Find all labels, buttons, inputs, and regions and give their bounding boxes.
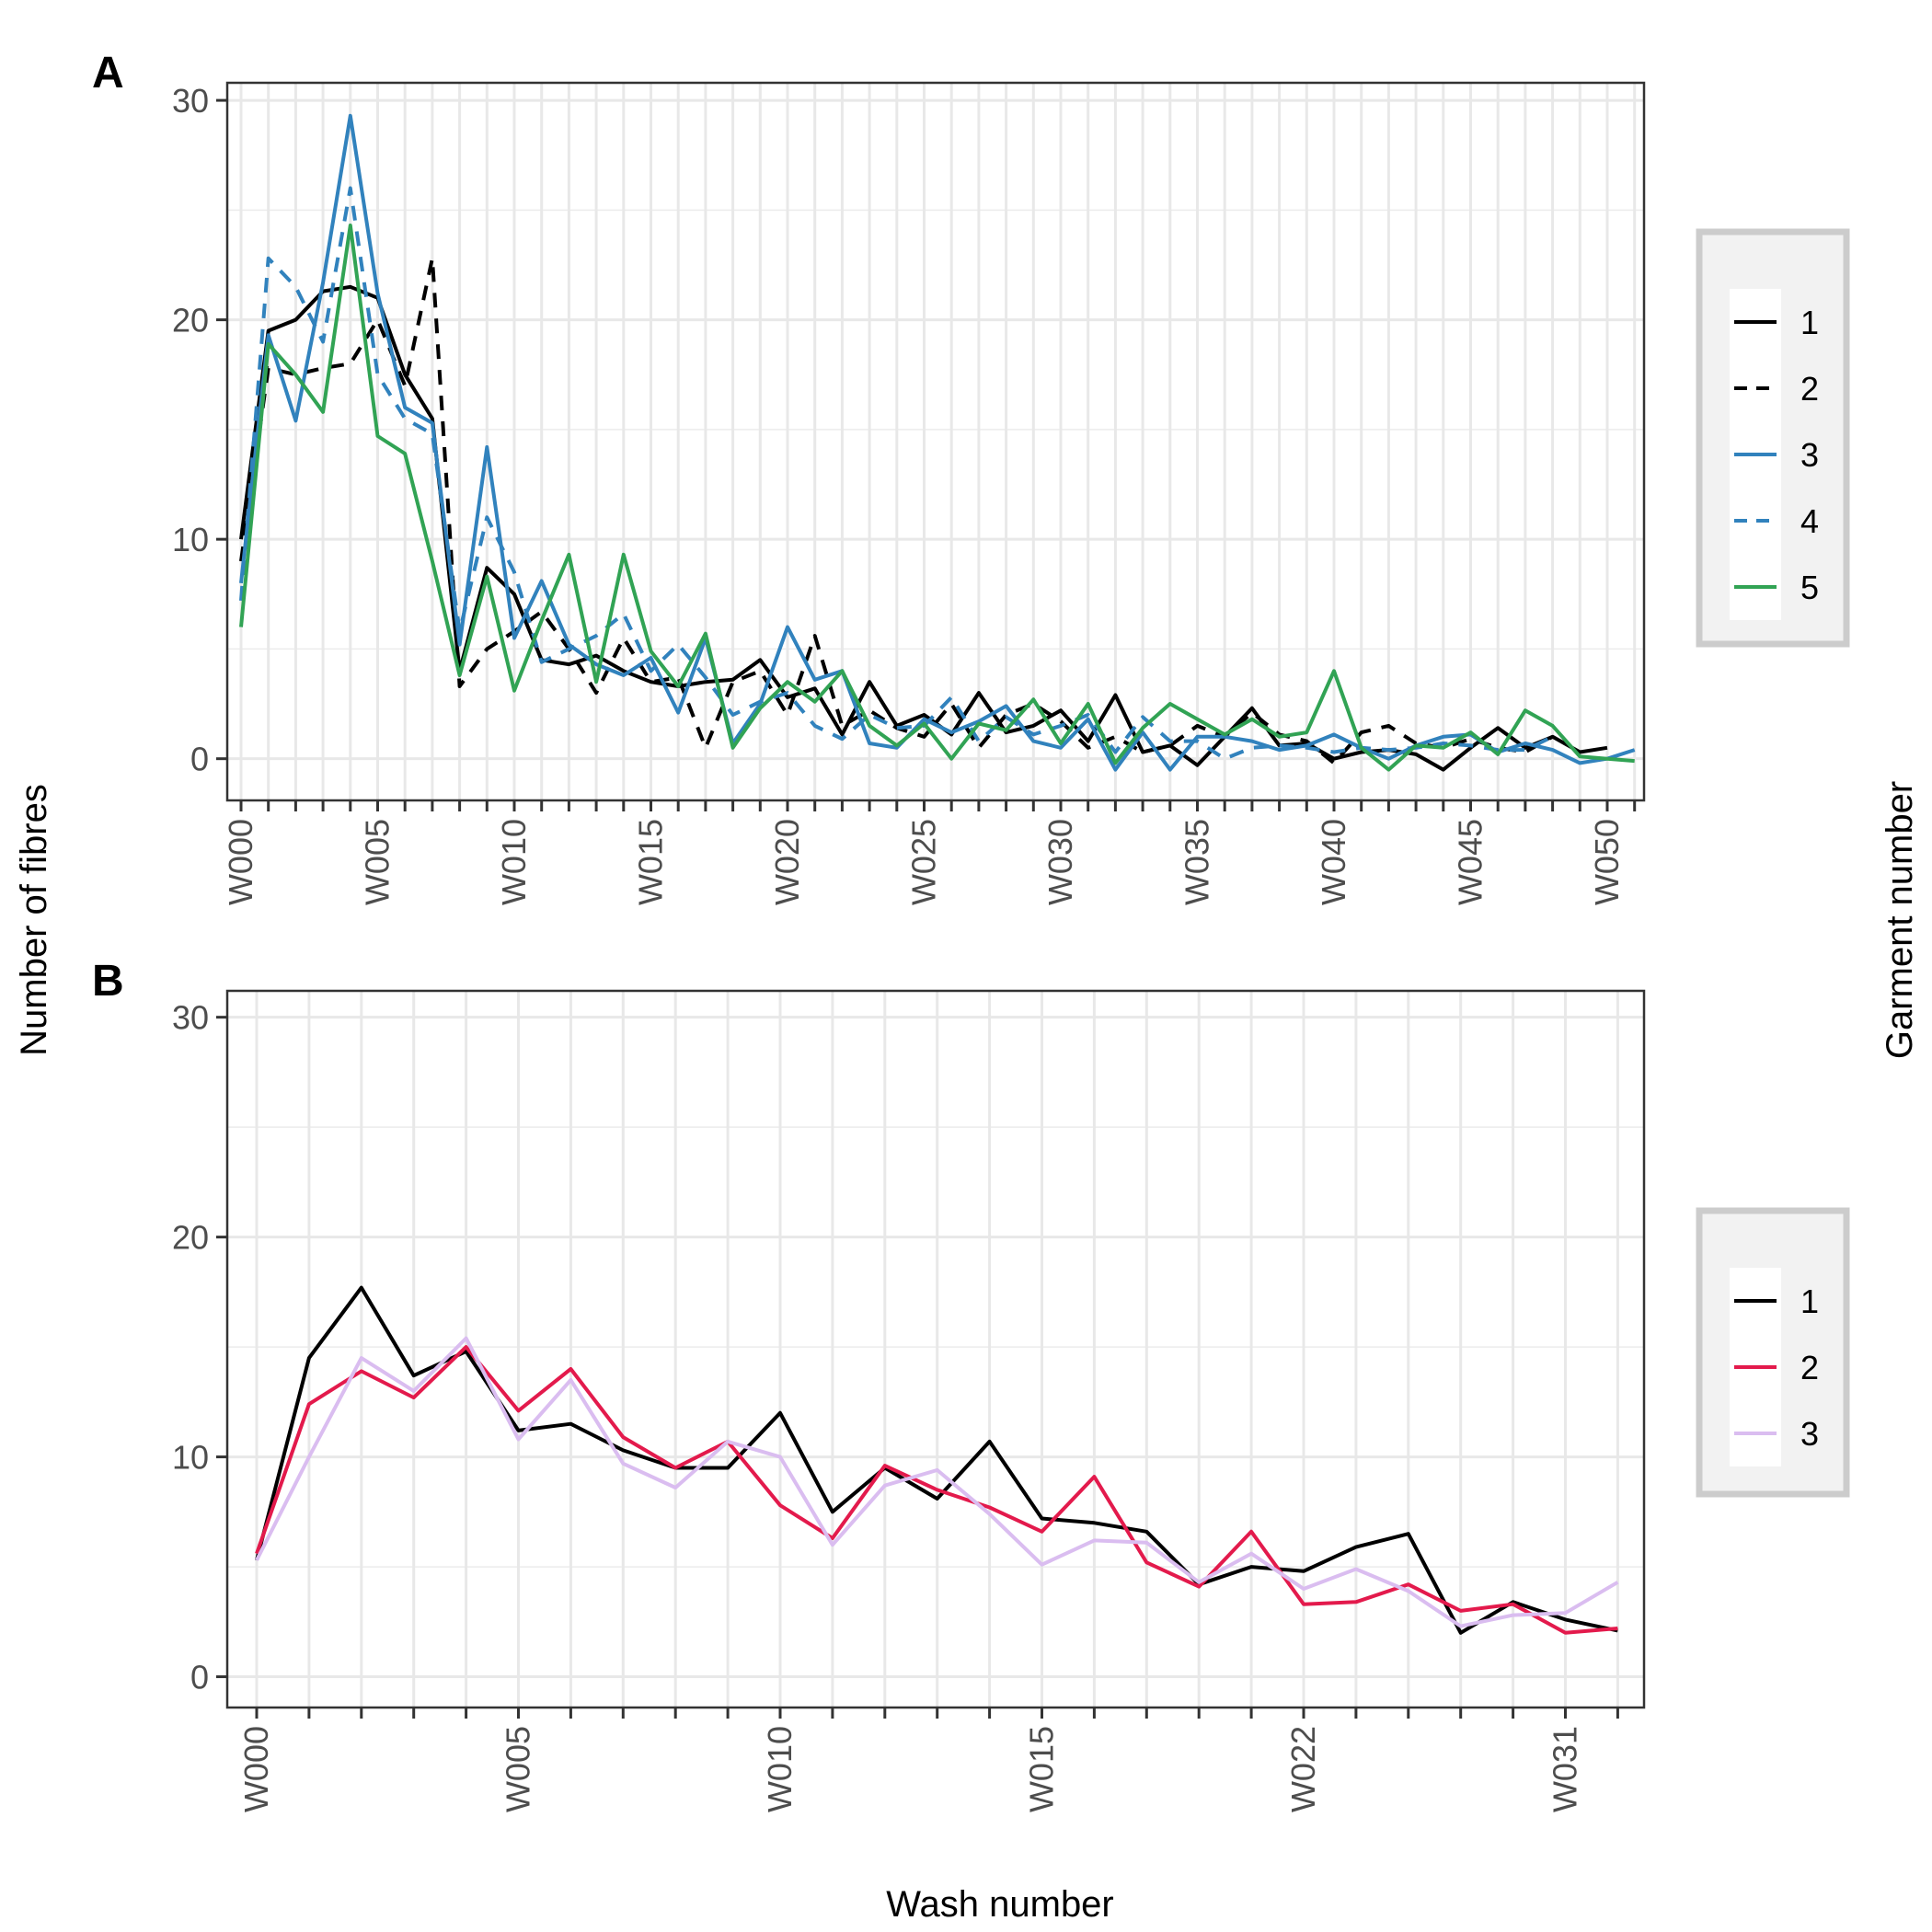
y-tick-label: 20	[172, 1219, 209, 1257]
series-line-3	[239, 113, 1636, 772]
legend-label-1: 1	[1800, 1282, 1819, 1320]
x-tick-label: W031	[1547, 1726, 1584, 1812]
x-tick-label: W050	[1588, 819, 1626, 905]
x-tick-label: W015	[1023, 1726, 1061, 1812]
panel-a: A 0 10 20 30 W000 W005 W010 W015 W020 W025 W030 W03…	[92, 49, 1850, 905]
x-tick-label: W040	[1315, 819, 1352, 905]
panel-a-tag: A	[92, 49, 124, 98]
series-line-1	[255, 1285, 1618, 1635]
x-tick-label: W010	[495, 819, 533, 905]
panel-b-tag: B	[92, 957, 124, 1006]
legend-label-3: 3	[1800, 436, 1819, 474]
plot-background	[227, 83, 1644, 800]
x-tick-label: W045	[1452, 819, 1489, 905]
series-line-3	[255, 1336, 1619, 1628]
plot-background	[227, 991, 1644, 1708]
x-tick-label: W025	[905, 819, 943, 905]
x-tick-label: W022	[1284, 1726, 1322, 1812]
legend-title: Garment number	[1880, 781, 1920, 1059]
y-tick-label: 0	[190, 1659, 209, 1696]
series-line-4	[239, 186, 1554, 761]
x-tick-label: W000	[237, 1726, 275, 1812]
x-axis-label: Wash number	[886, 1884, 1114, 1925]
y-tick-label: 0	[190, 741, 209, 778]
legend-label-5: 5	[1800, 569, 1819, 606]
y-tick-label: 30	[172, 82, 209, 120]
legend-label-4: 4	[1800, 502, 1819, 540]
y-tick-label: 30	[172, 999, 209, 1037]
x-tick-label: W000	[222, 819, 259, 905]
panel-b: B 0 10 20 30 W000 W005 W010 W015 W022 W031 1 2 3	[92, 957, 1850, 1812]
plot-border	[225, 81, 1646, 802]
y-tick-label: 10	[172, 1439, 209, 1477]
x-tick-label: W015	[632, 819, 670, 905]
x-tick-label: W005	[500, 1726, 537, 1812]
series-line-2	[239, 256, 1554, 765]
x-tick-label: W010	[761, 1726, 799, 1812]
y-tick-label: 10	[172, 521, 209, 558]
x-tick-label: W035	[1179, 819, 1216, 905]
legend-label-2: 2	[1800, 370, 1819, 408]
x-tick-label: W020	[768, 819, 806, 905]
x-tick-label: W030	[1041, 819, 1079, 905]
y-axis-label: Number of fibres	[14, 784, 54, 1056]
legend-label-3: 3	[1800, 1415, 1819, 1453]
legend-label-1: 1	[1800, 304, 1819, 341]
plot-border	[225, 989, 1646, 1709]
series-line-5	[239, 224, 1635, 772]
x-tick-label: W005	[359, 819, 397, 905]
y-tick-label: 20	[172, 302, 209, 339]
legend-label-2: 2	[1800, 1349, 1819, 1386]
